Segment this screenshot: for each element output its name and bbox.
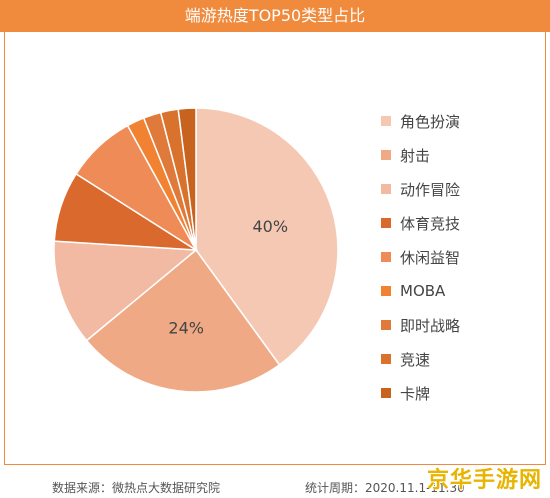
legend-item-7: 即时战略	[381, 308, 531, 342]
chart-title: 端游热度TOP50类型占比	[0, 0, 550, 32]
legend-item-6: MOBA	[381, 274, 531, 308]
legend-item-9: 卡牌	[381, 376, 531, 410]
legend-swatch	[381, 150, 391, 160]
legend-swatch	[381, 354, 391, 364]
pie-slice-1	[195, 107, 339, 366]
legend-item-3: 动作冒险	[381, 172, 531, 206]
legend-swatch	[381, 218, 391, 228]
legend-item-5: 休闲益智	[381, 240, 531, 274]
stat-period: 统计周期：2020.11.1-11.30	[305, 481, 465, 495]
legend-label: MOBA	[400, 282, 446, 300]
legend-item-2: 射击	[381, 138, 531, 172]
legend-label: 射击	[400, 146, 431, 165]
slice-data-label-1: 40%	[252, 217, 288, 236]
legend-label: 体育竞技	[400, 214, 461, 233]
legend-label: 卡牌	[400, 384, 431, 403]
pie-slices	[53, 107, 339, 393]
legend-swatch	[381, 116, 391, 126]
legend-item-8: 竞速	[381, 342, 531, 376]
legend-item-4: 体育竞技	[381, 206, 531, 240]
watermark-logo: 京华手游网	[426, 467, 542, 493]
legend-swatch	[381, 184, 391, 194]
legend-label: 休闲益智	[400, 248, 461, 267]
pie-slice-2	[85, 248, 281, 393]
legend-swatch	[381, 252, 391, 262]
legend-label: 动作冒险	[400, 180, 461, 199]
legend: 角色扮演射击动作冒险体育竞技休闲益智 MOBA 即时战略竞速卡牌	[381, 104, 531, 410]
pie-chart: 40% 24%	[53, 107, 339, 393]
pie-slice-3	[53, 240, 198, 342]
footer: 数据来源：微热点大数据研究院 统计周期：2020.11.1-11.30	[0, 476, 550, 498]
legend-swatch	[381, 286, 391, 296]
legend-item-1: 角色扮演	[381, 104, 531, 138]
data-source: 数据来源：微热点大数据研究院	[52, 481, 221, 495]
pie-slice-9	[177, 107, 197, 251]
legend-label: 竞速	[400, 350, 431, 369]
legend-swatch	[381, 320, 391, 330]
legend-swatch	[381, 388, 391, 398]
legend-label: 即时战略	[400, 316, 461, 335]
slice-data-label-2: 24%	[168, 318, 204, 337]
pie-data-labels: 40% 24%	[168, 217, 288, 338]
legend-label: 角色扮演	[400, 112, 461, 131]
